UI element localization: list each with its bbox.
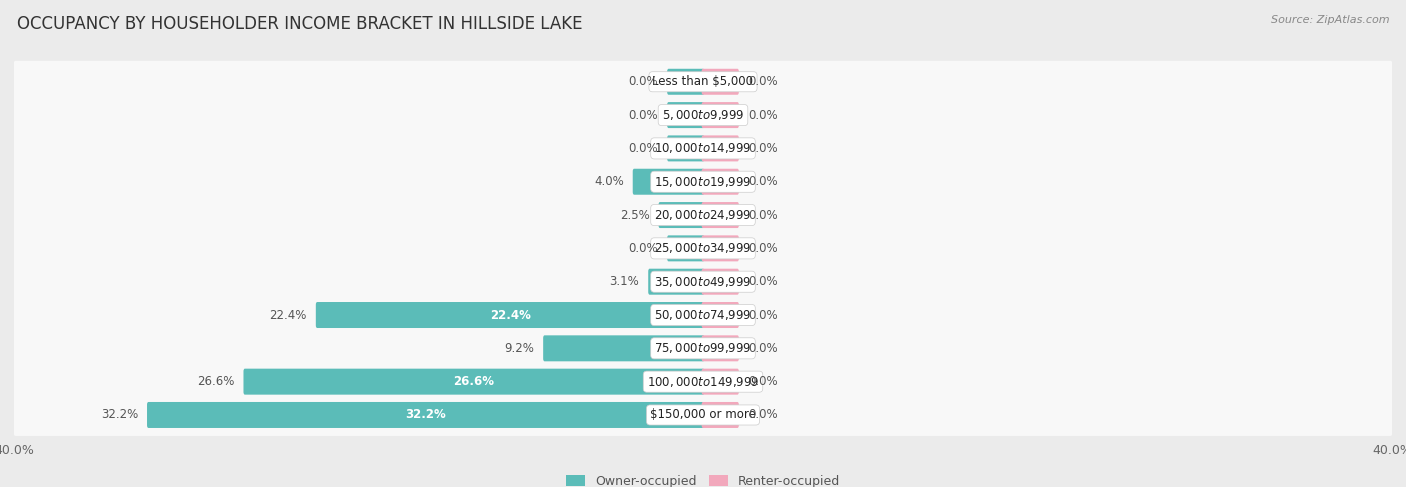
FancyBboxPatch shape [13,361,1393,403]
FancyBboxPatch shape [668,102,704,128]
FancyBboxPatch shape [13,161,1393,203]
Text: 0.0%: 0.0% [748,208,778,222]
FancyBboxPatch shape [658,202,704,228]
Text: 22.4%: 22.4% [489,308,530,321]
Text: $5,000 to $9,999: $5,000 to $9,999 [662,108,744,122]
Text: 3.1%: 3.1% [610,275,640,288]
Text: 4.0%: 4.0% [593,175,624,188]
Text: 0.0%: 0.0% [628,109,658,122]
FancyBboxPatch shape [633,169,704,195]
Text: OCCUPANCY BY HOUSEHOLDER INCOME BRACKET IN HILLSIDE LAKE: OCCUPANCY BY HOUSEHOLDER INCOME BRACKET … [17,15,582,33]
FancyBboxPatch shape [243,369,704,394]
FancyBboxPatch shape [13,327,1393,369]
Text: $35,000 to $49,999: $35,000 to $49,999 [654,275,752,289]
FancyBboxPatch shape [702,402,738,428]
FancyBboxPatch shape [13,128,1393,169]
Text: 0.0%: 0.0% [748,308,778,321]
Text: 0.0%: 0.0% [748,342,778,355]
FancyBboxPatch shape [702,302,738,328]
Text: 26.6%: 26.6% [197,375,235,388]
FancyBboxPatch shape [668,235,704,262]
Text: 0.0%: 0.0% [748,75,778,88]
FancyBboxPatch shape [702,235,738,262]
Text: 22.4%: 22.4% [270,308,307,321]
FancyBboxPatch shape [702,102,738,128]
Text: $10,000 to $14,999: $10,000 to $14,999 [654,141,752,155]
Text: Less than $5,000: Less than $5,000 [652,75,754,88]
FancyBboxPatch shape [13,61,1393,103]
Text: $100,000 to $149,999: $100,000 to $149,999 [647,375,759,389]
FancyBboxPatch shape [13,394,1393,436]
FancyBboxPatch shape [668,69,704,95]
Text: 0.0%: 0.0% [748,409,778,421]
FancyBboxPatch shape [13,194,1393,236]
FancyBboxPatch shape [702,269,738,295]
Text: 26.6%: 26.6% [453,375,495,388]
FancyBboxPatch shape [13,261,1393,303]
Text: 0.0%: 0.0% [628,142,658,155]
Text: 32.2%: 32.2% [405,409,446,421]
Text: 0.0%: 0.0% [748,142,778,155]
Text: 0.0%: 0.0% [748,375,778,388]
Text: $150,000 or more: $150,000 or more [650,409,756,421]
Text: 0.0%: 0.0% [748,175,778,188]
FancyBboxPatch shape [316,302,704,328]
FancyBboxPatch shape [148,402,704,428]
FancyBboxPatch shape [702,69,738,95]
Text: 0.0%: 0.0% [748,109,778,122]
Text: 0.0%: 0.0% [628,75,658,88]
Legend: Owner-occupied, Renter-occupied: Owner-occupied, Renter-occupied [561,470,845,487]
Text: 9.2%: 9.2% [505,342,534,355]
FancyBboxPatch shape [13,227,1393,269]
FancyBboxPatch shape [702,336,738,361]
FancyBboxPatch shape [13,294,1393,336]
FancyBboxPatch shape [702,202,738,228]
FancyBboxPatch shape [543,336,704,361]
FancyBboxPatch shape [13,94,1393,136]
FancyBboxPatch shape [702,369,738,394]
Text: $75,000 to $99,999: $75,000 to $99,999 [654,341,752,356]
Text: 0.0%: 0.0% [748,242,778,255]
FancyBboxPatch shape [648,269,704,295]
Text: $15,000 to $19,999: $15,000 to $19,999 [654,175,752,189]
Text: Source: ZipAtlas.com: Source: ZipAtlas.com [1271,15,1389,25]
Text: 0.0%: 0.0% [628,242,658,255]
FancyBboxPatch shape [702,135,738,161]
Text: $20,000 to $24,999: $20,000 to $24,999 [654,208,752,222]
Text: 2.5%: 2.5% [620,208,650,222]
Text: $25,000 to $34,999: $25,000 to $34,999 [654,242,752,255]
Text: $50,000 to $74,999: $50,000 to $74,999 [654,308,752,322]
Text: 0.0%: 0.0% [748,275,778,288]
FancyBboxPatch shape [668,135,704,161]
FancyBboxPatch shape [702,169,738,195]
Text: 32.2%: 32.2% [101,409,138,421]
